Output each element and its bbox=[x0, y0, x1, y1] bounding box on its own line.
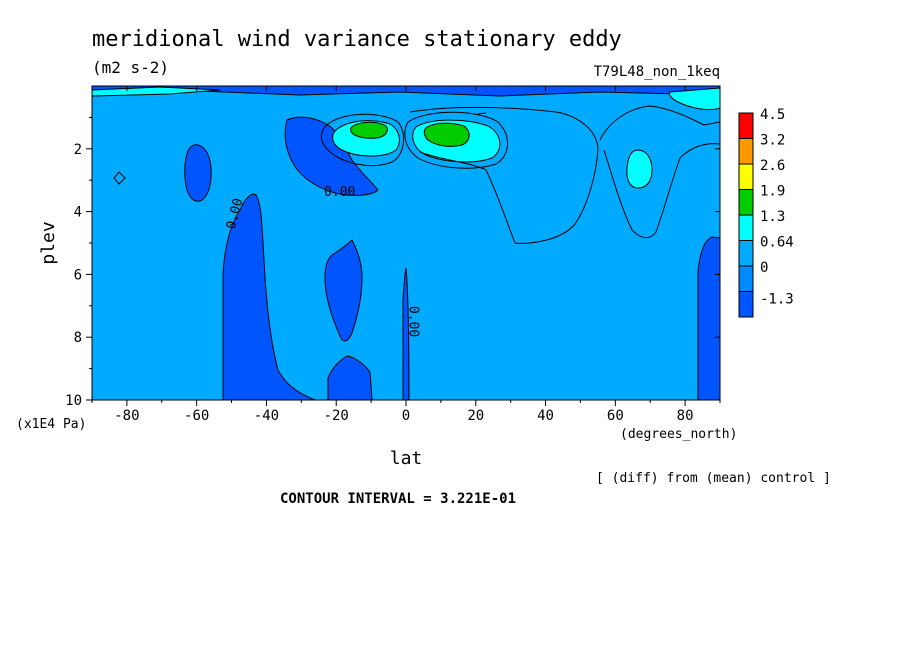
green-region-sh-jet bbox=[350, 121, 388, 139]
colorbar-label: 3.2 bbox=[760, 133, 785, 149]
contour-line-nh-outer bbox=[404, 111, 508, 169]
neg-region-bottom-oval bbox=[327, 355, 373, 400]
contour-lines bbox=[113, 105, 720, 244]
level2-regions bbox=[350, 121, 470, 147]
contour-line-sh-outer bbox=[320, 113, 405, 167]
contour-line-left-triangle bbox=[113, 171, 126, 185]
colorbar-label: 2.6 bbox=[760, 158, 785, 174]
neg-region-minus20-oval bbox=[324, 239, 363, 342]
contour-field bbox=[92, 86, 720, 400]
colorbar-swatch bbox=[738, 214, 754, 241]
colorbar-swatch bbox=[738, 163, 754, 190]
cyan-region-top-left bbox=[92, 86, 221, 97]
colorbar-swatch bbox=[738, 138, 754, 165]
colorbar-swatch bbox=[738, 112, 754, 139]
x-axis-label: lat bbox=[390, 448, 423, 469]
colorbar-swatch bbox=[738, 265, 754, 292]
contour-line-tick bbox=[477, 112, 487, 115]
x-tick-label: -60 bbox=[184, 408, 209, 424]
y-axis-units: (x1E4 Pa) bbox=[16, 417, 86, 432]
x-tick-label: 60 bbox=[607, 408, 624, 424]
colorbar-swatch bbox=[738, 240, 754, 267]
colorbar-swatch bbox=[738, 189, 754, 216]
negative-regions bbox=[92, 86, 720, 400]
green-region-nh-jet bbox=[423, 122, 470, 147]
y-tick-label: 2 bbox=[74, 142, 82, 158]
diff-note: [ (diff) from (mean) control ] bbox=[596, 471, 831, 486]
colorbar-label: -1.3 bbox=[760, 292, 794, 308]
neg-region-left-column bbox=[222, 193, 316, 400]
x-tick-label: 80 bbox=[677, 408, 694, 424]
chart-title: meridional wind variance stationary eddy bbox=[92, 27, 622, 52]
contour-label: 0.00 bbox=[405, 306, 420, 337]
experiment-label: T79L48_non_1keq bbox=[594, 64, 720, 80]
contour-label: 0.00 bbox=[324, 185, 355, 200]
colorbar-label: 1.3 bbox=[760, 209, 785, 225]
y-axis-label: plev bbox=[38, 221, 59, 264]
x-tick-label: 40 bbox=[537, 408, 554, 424]
colorbar-label: 4.5 bbox=[760, 107, 785, 123]
y-tick-label: 4 bbox=[74, 205, 82, 221]
neg-region-equator-sliver bbox=[402, 267, 410, 400]
contour-line-nh-wide bbox=[409, 106, 599, 244]
y-tick-label: 10 bbox=[65, 393, 82, 409]
contour-line-tongue bbox=[603, 143, 720, 239]
x-axis-ticks: -80 -60 -40 -20 0 20 40 60 80 bbox=[91, 86, 721, 424]
x-tick-label: -20 bbox=[324, 408, 349, 424]
x-tick-label: -80 bbox=[114, 408, 139, 424]
y-axis-ticks: 2 4 6 8 10 bbox=[65, 116, 720, 409]
y-tick-label: 6 bbox=[74, 267, 82, 283]
x-tick-label: 0 bbox=[402, 408, 410, 424]
neg-region-upper-left bbox=[284, 116, 379, 196]
neg-region-right-column bbox=[697, 236, 720, 400]
contour-line-plateau bbox=[599, 105, 720, 141]
x-axis-units: (degrees_north) bbox=[620, 427, 737, 442]
cyan-region-top-right bbox=[669, 87, 720, 111]
contour-interval: CONTOUR INTERVAL = 3.221E-01 bbox=[280, 491, 516, 507]
colorbar-label: 0 bbox=[760, 260, 768, 276]
colorbar-label: 0.64 bbox=[760, 235, 794, 251]
y-tick-label: 8 bbox=[74, 330, 82, 346]
neg-region-west-oval bbox=[184, 144, 212, 202]
x-tick-label: -40 bbox=[254, 408, 279, 424]
colorbar-label: 1.9 bbox=[760, 184, 785, 200]
colorbar-swatch bbox=[738, 291, 754, 318]
colorbar: 4.5 3.2 2.6 1.9 1.3 0.64 0 -1.3 bbox=[738, 107, 794, 318]
x-tick-label: 20 bbox=[467, 408, 484, 424]
chart-units: (m2 s-2) bbox=[92, 58, 169, 77]
cyan-region-66n-oval bbox=[626, 149, 653, 189]
